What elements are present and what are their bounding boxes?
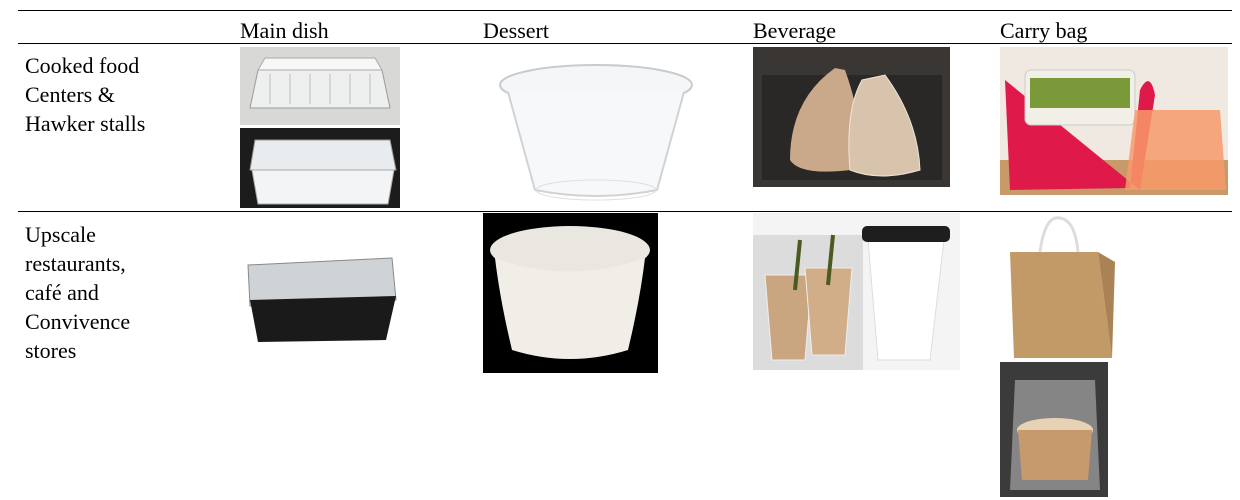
column-header: Beverage <box>753 18 837 43</box>
image-drink-bags <box>753 47 950 187</box>
row-label: Cooked food Centers & Hawker stalls <box>25 51 145 138</box>
image-plastic-bags <box>1000 47 1228 195</box>
image-black-container <box>240 245 400 345</box>
image-paper-cup <box>483 213 658 373</box>
row-label-line: Hawker stalls <box>25 111 146 136</box>
top-rule <box>18 10 1232 11</box>
row-label-line: Upscale <box>25 222 96 247</box>
image-cups <box>753 213 960 370</box>
image-plastic-carry-bag <box>1000 362 1108 497</box>
row-label-line: stores <box>25 338 77 363</box>
row-label: Upscale restaurants, café and Convivence… <box>25 220 130 365</box>
row-label-line: Centers & <box>25 82 115 107</box>
row-label-line: Convivence <box>25 309 131 334</box>
column-header: Main dish <box>240 18 329 43</box>
image-round-tub <box>483 60 700 205</box>
row-label-line: Cooked food <box>25 53 140 78</box>
image-rect-container <box>240 128 400 208</box>
header-rule <box>18 43 1232 44</box>
image-clamshell <box>240 47 400 125</box>
image-kraft-bag <box>1010 216 1115 358</box>
row-label-line: restaurants, <box>25 251 126 276</box>
row-label-line: café and <box>25 280 99 305</box>
column-header: Carry bag <box>1000 18 1088 43</box>
column-header: Dessert <box>483 18 549 43</box>
row-rule <box>18 211 1232 212</box>
